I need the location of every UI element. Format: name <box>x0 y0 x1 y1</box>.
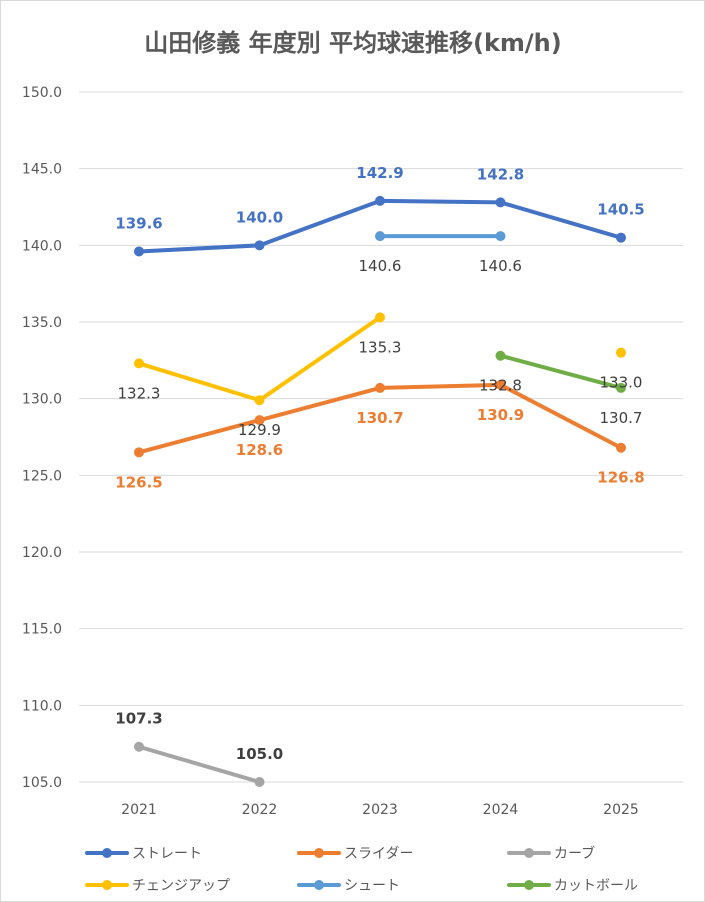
y-tick-label: 115.0 <box>22 622 62 638</box>
gridlines <box>79 91 683 783</box>
series-2 <box>134 741 265 787</box>
legend-item: スライダー <box>297 846 413 862</box>
series-3 <box>134 312 626 406</box>
legend-item: カットボール <box>507 878 638 894</box>
data-label: 142.9 <box>356 164 403 182</box>
legend-item: シュート <box>297 878 400 894</box>
legend-marker <box>102 848 112 858</box>
data-point <box>495 379 506 390</box>
x-tick-label: 2024 <box>483 802 519 818</box>
data-label: 139.6 <box>115 214 162 232</box>
data-point <box>375 312 385 323</box>
legend-marker <box>524 848 534 858</box>
legend-marker <box>314 880 324 890</box>
series-4 <box>375 231 506 242</box>
series-line <box>137 315 382 403</box>
data-label: 105.0 <box>236 745 283 763</box>
y-tick-label: 110.0 <box>22 698 62 714</box>
data-label: 129.9 <box>238 421 281 439</box>
legend-item: カーブ <box>507 845 595 862</box>
y-tick-label: 130.0 <box>22 392 62 408</box>
data-label: 130.7 <box>356 409 403 427</box>
legend-label: チェンジアップ <box>132 878 230 894</box>
x-tick-label: 2025 <box>603 802 639 818</box>
data-point <box>495 231 506 242</box>
data-point <box>134 246 144 257</box>
legend-item: チェンジアップ <box>85 878 230 894</box>
series-line <box>137 744 262 784</box>
series-line <box>498 353 623 390</box>
data-point <box>495 197 506 208</box>
y-tick-label: 105.0 <box>22 775 62 791</box>
data-label: 107.3 <box>115 710 162 728</box>
data-point <box>616 442 626 453</box>
data-label: 133.0 <box>600 374 643 392</box>
data-label: 128.6 <box>236 441 283 459</box>
series-0 <box>134 195 626 257</box>
y-tick-label: 150.0 <box>22 85 62 101</box>
data-label: 140.5 <box>597 201 644 219</box>
data-point <box>134 741 144 752</box>
series-1 <box>134 379 626 458</box>
data-label: 140.0 <box>236 208 283 226</box>
legend-marker <box>102 880 112 890</box>
data-point <box>616 382 626 393</box>
series-layer <box>134 195 626 787</box>
data-point <box>375 231 385 242</box>
data-point <box>254 395 265 406</box>
data-label: 132.3 <box>118 384 161 402</box>
legend-marker <box>524 880 534 890</box>
series-5 <box>495 350 626 393</box>
axis-labels: 105.0 110.0 115.0 120.0 125.0 130.0 135.0 140.0… <box>22 85 639 818</box>
data-label: 130.9 <box>477 406 524 424</box>
data-point <box>616 347 626 358</box>
legend-label: シュート <box>344 878 400 894</box>
data-point <box>495 350 506 361</box>
legend-marker <box>314 848 324 858</box>
x-tick-label: 2023 <box>362 802 398 818</box>
legend-label: ストレート <box>132 846 202 862</box>
data-point <box>254 240 265 251</box>
data-label: 135.3 <box>359 338 402 356</box>
data-label: 126.5 <box>115 473 162 491</box>
data-label: 132.8 <box>479 377 522 395</box>
series-line <box>137 198 623 254</box>
data-point <box>616 232 626 243</box>
data-label: 126.8 <box>597 469 644 487</box>
legend-label: スライダー <box>344 846 413 862</box>
data-label: 140.6 <box>479 257 522 275</box>
data-point <box>134 358 144 369</box>
chart-title: 山田修義 年度別 平均球速推移(km/h) <box>144 29 561 57</box>
legend-label: カットボール <box>554 878 638 894</box>
y-tick-label: 135.0 <box>22 315 62 331</box>
x-tick-label: 2022 <box>242 802 278 818</box>
y-tick-label: 120.0 <box>22 545 62 561</box>
data-point <box>375 382 385 393</box>
data-point <box>254 777 265 787</box>
data-point <box>254 415 265 426</box>
legend-item: ストレート <box>85 846 202 862</box>
y-tick-label: 125.0 <box>22 468 62 484</box>
legend-label: カーブ <box>554 845 595 862</box>
y-tick-label: 145.0 <box>22 162 62 178</box>
x-tick-label: 2021 <box>121 802 157 818</box>
data-label: 142.8 <box>477 165 524 183</box>
data-label: 140.6 <box>359 257 402 275</box>
data-label: 130.7 <box>600 409 643 427</box>
data-point <box>375 195 385 206</box>
data-point <box>134 447 144 458</box>
data-labels: 139.6 140.0 142.9 142.8 140.5 126.5 128.6 130.7… <box>115 164 644 763</box>
y-tick-label: 140.0 <box>22 238 62 254</box>
